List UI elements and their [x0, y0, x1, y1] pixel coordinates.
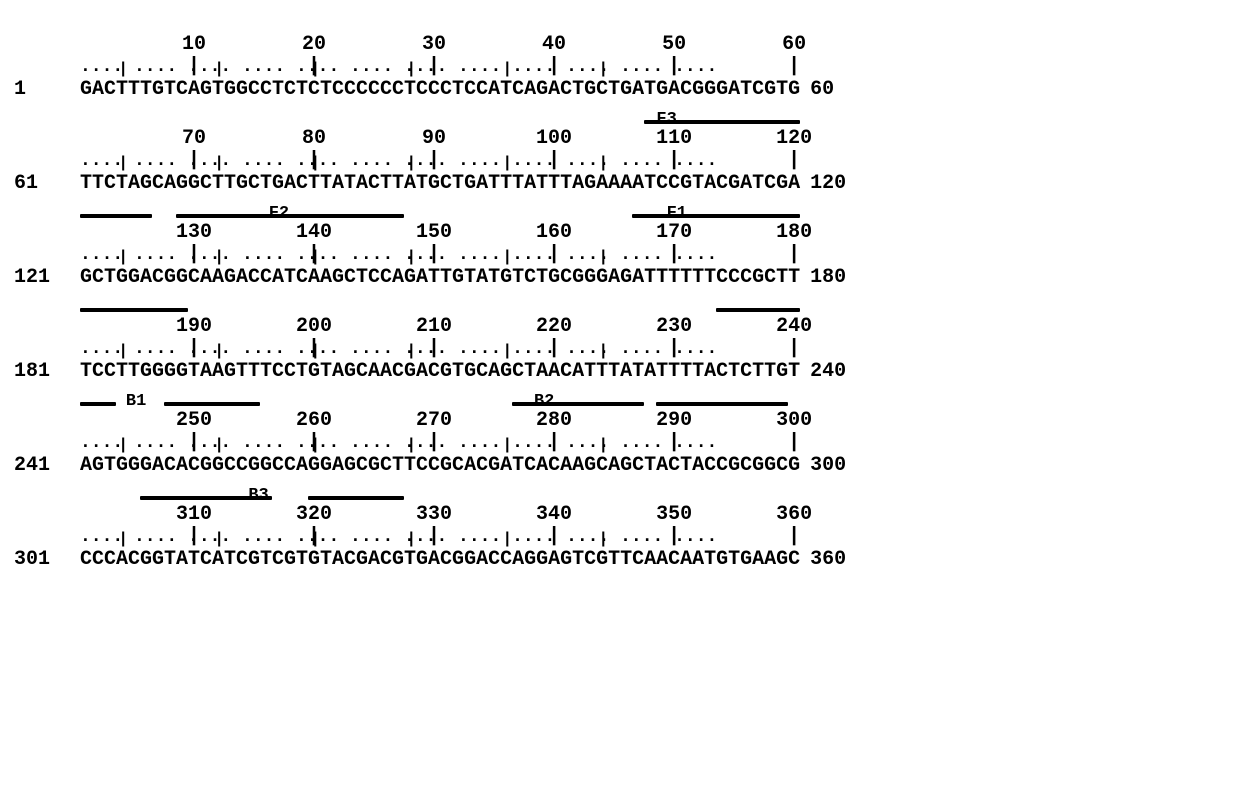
- sequence-figure: 102030405060....|....|....|....|....|...…: [0, 0, 1240, 638]
- sequence-block: 310320330340350360B3....|....|....|....|…: [14, 504, 1240, 572]
- primer-bar: [656, 402, 788, 406]
- end-position: 120: [800, 172, 846, 196]
- ruler-number: 270: [416, 410, 452, 432]
- sequence-text: TCCTTGGGGTAAGTTTCCTGTAGCAACGACGTGCAGCTAA…: [80, 360, 800, 384]
- end-position: 180: [800, 266, 846, 290]
- ruler-number: 170: [656, 222, 692, 244]
- ruler-number: 250: [176, 410, 212, 432]
- ruler-number: 110: [656, 128, 692, 150]
- primer-bar: [80, 308, 188, 312]
- start-position: 241: [14, 454, 80, 478]
- primer-bar: [308, 496, 404, 500]
- ruler-number: 140: [296, 222, 332, 244]
- end-position: 300: [800, 454, 846, 478]
- sequence-block: 190200210220230240....|....|....|....|..…: [14, 316, 1240, 384]
- start-position: 121: [14, 266, 80, 290]
- ruler-number: 100: [536, 128, 572, 150]
- sequence-block: 708090100110120F3....|....|....|....|...…: [14, 128, 1240, 196]
- primer-bar: [80, 402, 116, 406]
- ruler-number: 40: [542, 34, 566, 56]
- ruler-number: 230: [656, 316, 692, 338]
- ruler-number: 330: [416, 504, 452, 526]
- ruler-number: 200: [296, 316, 332, 338]
- sequence-block: 130140150160170180F2F1....|....|....|...…: [14, 222, 1240, 290]
- ruler-number: 150: [416, 222, 452, 244]
- sequence-block: 102030405060....|....|....|....|....|...…: [14, 34, 1240, 102]
- primer-bar: [644, 120, 800, 124]
- sequence-block: 250260270280290300B1B2....|....|....|...…: [14, 410, 1240, 478]
- end-position: 240: [800, 360, 846, 384]
- primer-bar: [632, 214, 800, 218]
- sequence-text: GCTGGACGGCAAGACCATCAAGCTCCAGATTGTATGTCTG…: [80, 266, 800, 290]
- start-position: 181: [14, 360, 80, 384]
- ruler-number: 50: [662, 34, 686, 56]
- sequence-text: AGTGGGACACGGCCGGCCAGGAGCGCTTCCGCACGATCAC…: [80, 454, 800, 478]
- primer-bar: [512, 402, 644, 406]
- end-position: 60: [800, 78, 834, 102]
- ruler-number: 70: [182, 128, 206, 150]
- sequence-text: GACTTTGTCAGTGGCCTCTCTCCCCCCTCCCTCCATCAGA…: [80, 78, 800, 102]
- ruler-number: 120: [776, 128, 812, 150]
- ruler-number: 90: [422, 128, 446, 150]
- ruler-number: 350: [656, 504, 692, 526]
- ruler-number: 320: [296, 504, 332, 526]
- ruler-number: 340: [536, 504, 572, 526]
- ruler-number: 30: [422, 34, 446, 56]
- ruler-number: 20: [302, 34, 326, 56]
- primer-bar: [140, 496, 272, 500]
- ruler-number: 190: [176, 316, 212, 338]
- primer-label: F2: [269, 202, 289, 226]
- primer-label: B3: [248, 484, 268, 508]
- ruler-number: 220: [536, 316, 572, 338]
- primer-bar: [716, 308, 800, 312]
- ruler-number: 160: [536, 222, 572, 244]
- primer-label: B1: [126, 390, 146, 414]
- ruler-number: 240: [776, 316, 812, 338]
- ruler-number: 80: [302, 128, 326, 150]
- ruler-number: 360: [776, 504, 812, 526]
- ruler-number: 290: [656, 410, 692, 432]
- ruler-number: 280: [536, 410, 572, 432]
- primer-bar: [80, 214, 152, 218]
- ruler-number: 260: [296, 410, 332, 432]
- ruler-number: 180: [776, 222, 812, 244]
- ruler-number: 310: [176, 504, 212, 526]
- ruler-number: 10: [182, 34, 206, 56]
- start-position: 61: [14, 172, 80, 196]
- primer-bar: [164, 402, 260, 406]
- start-position: 1: [14, 78, 80, 102]
- sequence-text: CCCACGGTATCATCGTCGTGTACGACGTGACGGACCAGGA…: [80, 548, 800, 572]
- end-position: 360: [800, 548, 846, 572]
- primer-bar: [176, 214, 404, 218]
- ruler-number: 60: [782, 34, 806, 56]
- sequence-text: TTCTAGCAGGCTTGCTGACTTATACTTATGCTGATTTATT…: [80, 172, 800, 196]
- ruler-number: 210: [416, 316, 452, 338]
- ruler-number: 130: [176, 222, 212, 244]
- ruler-number: 300: [776, 410, 812, 432]
- start-position: 301: [14, 548, 80, 572]
